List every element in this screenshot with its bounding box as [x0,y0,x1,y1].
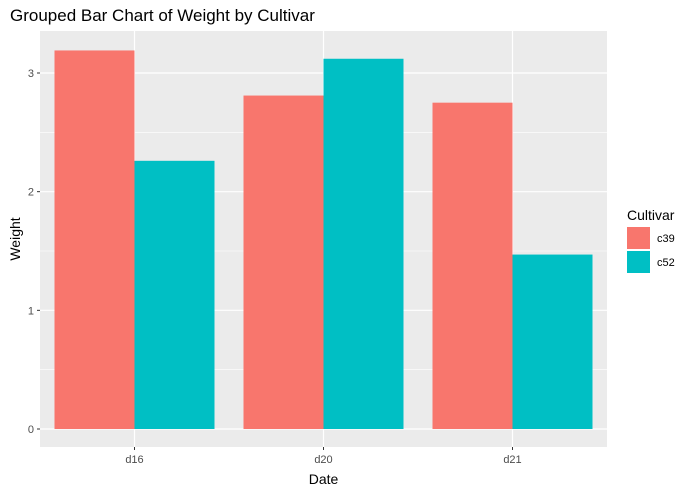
legend-key-c39 [627,227,650,249]
legend-label: c52 [657,257,675,269]
legend-title: Cultivar [627,207,675,223]
bar-c39-d21 [432,102,513,430]
bar-c39-d20 [243,95,324,430]
x-tick-label: d16 [125,454,143,466]
bar-c52-d21 [512,254,593,429]
legend-label: c39 [657,233,675,245]
y-tick-label: 1 [28,305,34,317]
bars [54,50,593,430]
y-axis-ticks: 0 1 2 3 [28,68,40,436]
x-tick-label: d21 [503,454,521,466]
x-axis-title: Date [309,471,339,487]
bar-c52-d20 [323,58,404,429]
x-tick-label: d20 [314,454,332,466]
chart-title: Grouped Bar Chart of Weight by Cultivar [10,6,315,25]
bar-c52-d16 [134,160,215,429]
legend-key-c52 [627,251,650,273]
x-axis-ticks: d16 d20 d21 [125,447,522,466]
y-tick-label: 3 [28,68,34,80]
y-axis-title: Weight [7,217,23,260]
y-tick-label: 2 [28,187,34,199]
y-tick-label: 0 [28,424,34,436]
bar-c39-d16 [54,50,135,429]
legend: Cultivar c39 c52 [627,207,675,273]
